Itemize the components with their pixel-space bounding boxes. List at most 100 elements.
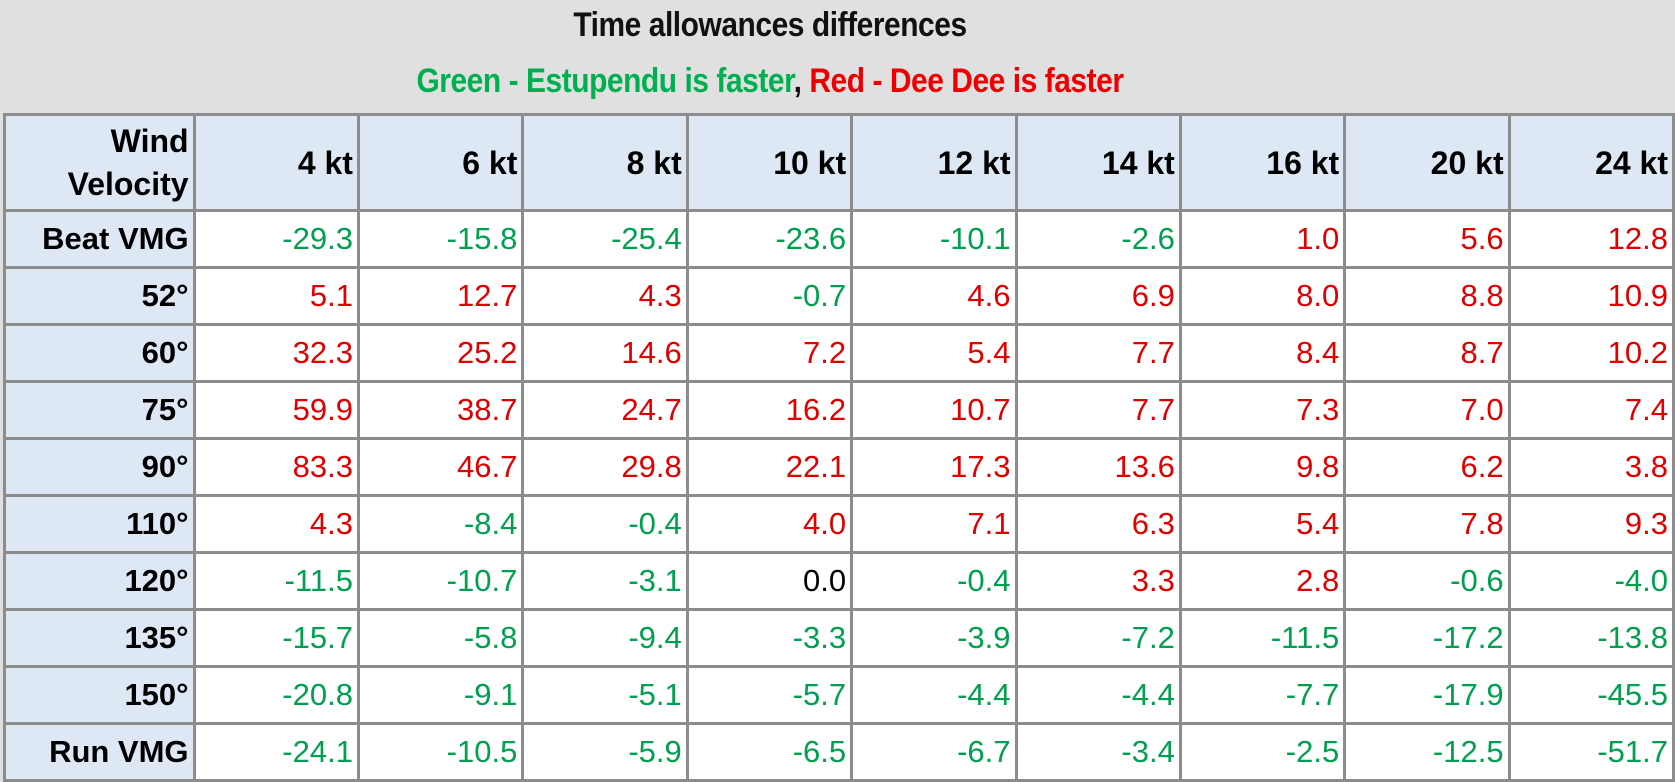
value-cell: 1.0: [1178, 209, 1347, 269]
value-cell: -45.5: [1507, 665, 1675, 725]
value-cell: 38.7: [356, 380, 525, 440]
value-cell: -51.7: [1507, 722, 1675, 782]
value-cell: 8.4: [1178, 323, 1347, 383]
value-cell: -6.5: [685, 722, 854, 782]
value-cell: 4.3: [521, 266, 689, 326]
value-cell: -3.4: [1014, 722, 1182, 782]
value-cell: -2.6: [1014, 209, 1182, 269]
value-cell: 7.1: [850, 494, 1018, 554]
value-cell: -4.4: [1014, 665, 1182, 725]
value-cell: -0.6: [1343, 551, 1511, 611]
value-cell: -5.1: [521, 665, 689, 725]
chart-title: Time allowances differences: [573, 6, 967, 44]
value-cell: 0.0: [685, 551, 854, 611]
table-row: 135° -15.7 -5.8 -9.4 -3.3 -3.9 -7.2 -11.5 -17.2-…: [3, 608, 1675, 668]
value-cell: -29.3: [192, 209, 360, 269]
row-label: Beat VMG: [3, 209, 196, 269]
value-cell: -7.7: [1178, 665, 1347, 725]
value-cell: 7.2: [685, 323, 854, 383]
value-cell: -9.4: [521, 608, 689, 668]
value-cell: -11.5: [1178, 608, 1347, 668]
legend-separator: ,: [793, 62, 802, 100]
value-cell: 32.3: [192, 323, 360, 383]
table-row: 75° 59.9 38.7 24.7 16.2 10.7 7.7 7.3 7.0 7.4: [3, 380, 1675, 440]
legend-green-label: Green - Estupendu is faster: [416, 62, 794, 100]
value-cell: 5.4: [850, 323, 1018, 383]
corner-line-2: Velocity: [67, 165, 189, 202]
value-cell: 6.2: [1343, 437, 1511, 497]
table-row: 110° 4.3 -8.4 -0.4 4.0 7.1 6.3 5.4 7.8 9.3: [3, 494, 1675, 554]
corner-line-1: Wind: [110, 122, 189, 159]
column-header: 20 kt: [1343, 113, 1511, 212]
corner-header: Wind Velocity: [3, 113, 196, 212]
value-cell: -11.5: [192, 551, 360, 611]
value-cell: 4.6: [850, 266, 1018, 326]
value-cell: -15.8: [356, 209, 525, 269]
value-cell: 8.0: [1178, 266, 1347, 326]
value-cell: 4.3: [192, 494, 360, 554]
value-cell: 9.8: [1178, 437, 1347, 497]
column-header: 12 kt: [850, 113, 1018, 212]
value-cell: -4.0: [1507, 551, 1675, 611]
value-cell: 14.6: [521, 323, 689, 383]
value-cell: -17.9: [1343, 665, 1511, 725]
column-header: 24 kt: [1507, 113, 1675, 212]
table-row: 60° 32.3 25.2 14.6 7.2 5.4 7.7 8.4 8.7 10.2: [3, 323, 1675, 383]
value-cell: -0.4: [850, 551, 1018, 611]
value-cell: 46.7: [356, 437, 525, 497]
value-cell: 10.9: [1507, 266, 1675, 326]
value-cell: 8.8: [1343, 266, 1511, 326]
value-cell: 7.7: [1014, 323, 1182, 383]
value-cell: -10.5: [356, 722, 525, 782]
value-cell: 25.2: [356, 323, 525, 383]
value-cell: 5.1: [192, 266, 360, 326]
value-cell: 5.6: [1343, 209, 1511, 269]
value-cell: -10.7: [356, 551, 525, 611]
value-cell: -25.4: [521, 209, 689, 269]
value-cell: -8.4: [356, 494, 525, 554]
value-cell: 7.7: [1014, 380, 1182, 440]
value-cell: 10.7: [850, 380, 1018, 440]
row-label: 135°: [3, 608, 196, 668]
table-row: 120° -11.5 -10.7 -3.1 0.0 -0.4 3.3 2.8 -0.6 -4.0: [3, 551, 1675, 611]
table-row: Run VMG -24.1 -10.5 -5.9 -6.5 -6.7 -3.4 -2.5 -12…: [3, 722, 1675, 782]
value-cell: 7.3: [1178, 380, 1347, 440]
value-cell: -3.9: [850, 608, 1018, 668]
title-area: Time allowances differences Green - Estu…: [0, 0, 1675, 114]
table-row: Beat VMG -29.3 -15.8 -25.4 -23.6 -10.1 -2.6 1.0…: [3, 209, 1675, 269]
value-cell: -3.1: [521, 551, 689, 611]
value-cell: -10.1: [850, 209, 1018, 269]
row-label: 120°: [3, 551, 196, 611]
value-cell: -2.5: [1178, 722, 1347, 782]
value-cell: -15.7: [192, 608, 360, 668]
value-cell: -17.2: [1343, 608, 1511, 668]
value-cell: 29.8: [521, 437, 689, 497]
value-cell: 6.3: [1014, 494, 1182, 554]
value-cell: -13.8: [1507, 608, 1675, 668]
value-cell: -5.7: [685, 665, 854, 725]
column-header: 4 kt: [192, 113, 360, 212]
value-cell: -20.8: [192, 665, 360, 725]
value-cell: 9.3: [1507, 494, 1675, 554]
value-cell: -3.3: [685, 608, 854, 668]
row-label: Run VMG: [3, 722, 196, 782]
value-cell: 7.8: [1343, 494, 1511, 554]
value-cell: 12.8: [1507, 209, 1675, 269]
value-cell: -0.7: [685, 266, 854, 326]
value-cell: -7.2: [1014, 608, 1182, 668]
value-cell: -9.1: [356, 665, 525, 725]
value-cell: -0.4: [521, 494, 689, 554]
row-label: 150°: [3, 665, 196, 725]
value-cell: 17.3: [850, 437, 1018, 497]
column-header: 14 kt: [1014, 113, 1182, 212]
value-cell: 8.7: [1343, 323, 1511, 383]
value-cell: -12.5: [1343, 722, 1511, 782]
value-cell: -4.4: [850, 665, 1018, 725]
value-cell: 16.2: [685, 380, 854, 440]
value-cell: 12.7: [356, 266, 525, 326]
value-cell: 13.6: [1014, 437, 1182, 497]
row-label: 90°: [3, 437, 196, 497]
column-header: 16 kt: [1178, 113, 1347, 212]
table-row: 150° -20.8 -9.1 -5.1 -5.7 -4.4 -4.4 -7.7 -17.9 -4…: [3, 665, 1675, 725]
table-row: 52° 5.1 12.7 4.3 -0.7 4.6 6.9 8.0 8.8 10.9: [3, 266, 1675, 326]
